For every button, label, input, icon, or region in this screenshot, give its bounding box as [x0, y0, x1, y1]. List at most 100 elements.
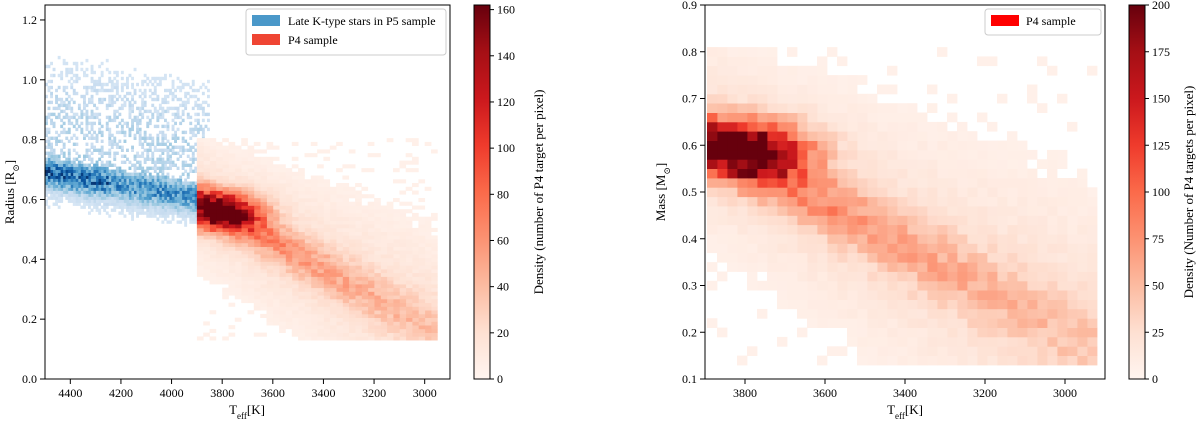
- heatmap-cell: [405, 209, 413, 214]
- heatmap-cell: [727, 103, 738, 113]
- heatmap-cell: [279, 325, 286, 330]
- heatmap-cell: [412, 302, 419, 307]
- heatmap-cell: [997, 206, 1008, 216]
- heatmap-cell: [279, 291, 286, 296]
- heatmap-cell: [285, 239, 293, 244]
- heatmap-cell: [70, 67, 74, 72]
- heatmap-cell: [171, 202, 175, 206]
- heatmap-cell: [737, 121, 748, 132]
- heatmap-cell: [877, 299, 888, 310]
- heatmap-cell: [161, 220, 165, 224]
- heatmap-cell: [234, 317, 242, 322]
- heatmap-cell: [418, 325, 426, 330]
- heatmap-cell: [234, 149, 242, 154]
- heatmap-cell: [253, 212, 261, 217]
- heatmap-cell: [374, 257, 381, 262]
- heatmap-cell: [186, 154, 190, 158]
- heatmap-cell: [1037, 206, 1048, 216]
- heatmap-cell: [47, 166, 51, 170]
- heatmap-cell: [266, 246, 274, 251]
- heatmap-cell: [304, 220, 312, 225]
- heatmap-cell: [266, 265, 274, 270]
- heatmap-cell: [1087, 336, 1098, 347]
- heatmap-cell: [367, 310, 375, 315]
- heatmap-cell: [100, 175, 104, 179]
- colorbar-tick-label: 125: [1152, 138, 1170, 152]
- heatmap-cell: [207, 118, 210, 123]
- heatmap-cell: [304, 186, 312, 191]
- heatmap-cell: [108, 97, 112, 102]
- heatmap-cell: [184, 217, 188, 221]
- heatmap-cell: [115, 205, 119, 209]
- heatmap-cell: [166, 193, 170, 197]
- heatmap-cell: [317, 250, 324, 255]
- heatmap-cell: [717, 187, 728, 198]
- heatmap-cell: [136, 124, 139, 129]
- heatmap-cell: [120, 106, 124, 111]
- heatmap-cell: [266, 261, 274, 266]
- heatmap-cell: [412, 257, 419, 262]
- heatmap-cell: [52, 154, 56, 158]
- heatmap-cell: [47, 196, 51, 200]
- heatmap-cell: [310, 313, 318, 318]
- heatmap-cell: [399, 239, 407, 244]
- heatmap-cell: [817, 93, 828, 104]
- heatmap-cell: [927, 318, 938, 328]
- heatmap-cell: [386, 224, 394, 229]
- heatmap-cell: [148, 175, 152, 179]
- heatmap-cell: [72, 199, 76, 203]
- heatmap-cell: [907, 159, 918, 169]
- heatmap-cell: [877, 140, 888, 151]
- heatmap-cell: [1027, 178, 1038, 188]
- heatmap-cell: [291, 254, 299, 259]
- heatmap-cell: [174, 163, 177, 167]
- heatmap-cell: [987, 299, 998, 310]
- plot-frame-radius: [44, 4, 451, 380]
- heatmap-cell: [128, 208, 132, 212]
- heatmap-cell: [186, 196, 190, 200]
- heatmap-cell: [138, 118, 142, 123]
- heatmap-cell: [131, 190, 134, 194]
- heatmap-cell: [957, 299, 968, 310]
- heatmap-cell: [767, 149, 778, 160]
- heatmap-cell: [272, 299, 280, 304]
- heatmap-cell: [209, 198, 217, 203]
- legend-mass: P4 sample: [984, 8, 1102, 36]
- heatmap-cell: [767, 262, 778, 272]
- heatmap-cell: [47, 187, 51, 191]
- heatmap-cell: [90, 142, 94, 146]
- heatmap-cell: [184, 202, 188, 206]
- heatmap-cell: [113, 187, 117, 191]
- heatmap-cell: [393, 265, 400, 270]
- heatmap-cell: [222, 216, 229, 221]
- heatmap-cell: [123, 175, 127, 179]
- heatmap-cell: [310, 321, 318, 326]
- heatmap-cell: [393, 250, 400, 255]
- heatmap-cell: [247, 190, 255, 195]
- heatmap-cell: [887, 121, 898, 132]
- heatmap-cell: [201, 118, 205, 123]
- heatmap-cell: [927, 355, 938, 366]
- heatmap-cell: [141, 202, 145, 206]
- heatmap-cell: [234, 265, 242, 270]
- heatmap-cell: [418, 284, 426, 289]
- heatmap-cell: [279, 242, 286, 247]
- heatmap-cell: [209, 257, 217, 262]
- heatmap-cell: [179, 199, 183, 203]
- heatmap-cell: [105, 88, 109, 93]
- heatmap-cell: [355, 201, 362, 206]
- heatmap-cell: [80, 187, 84, 191]
- heatmap-cell: [176, 220, 180, 224]
- heatmap-cell: [126, 205, 129, 209]
- heatmap-cell: [62, 163, 66, 167]
- heatmap-cell: [887, 327, 898, 338]
- heatmap-cell: [285, 186, 293, 191]
- heatmap-cell: [67, 181, 71, 185]
- heatmap-cell: [393, 242, 400, 247]
- heatmap-cell: [108, 190, 112, 194]
- heatmap-cell: [184, 199, 188, 203]
- heatmap-cell: [431, 295, 438, 300]
- heatmap-cell: [209, 156, 217, 161]
- heatmap-cell: [977, 355, 988, 366]
- heatmap-cell: [717, 168, 728, 179]
